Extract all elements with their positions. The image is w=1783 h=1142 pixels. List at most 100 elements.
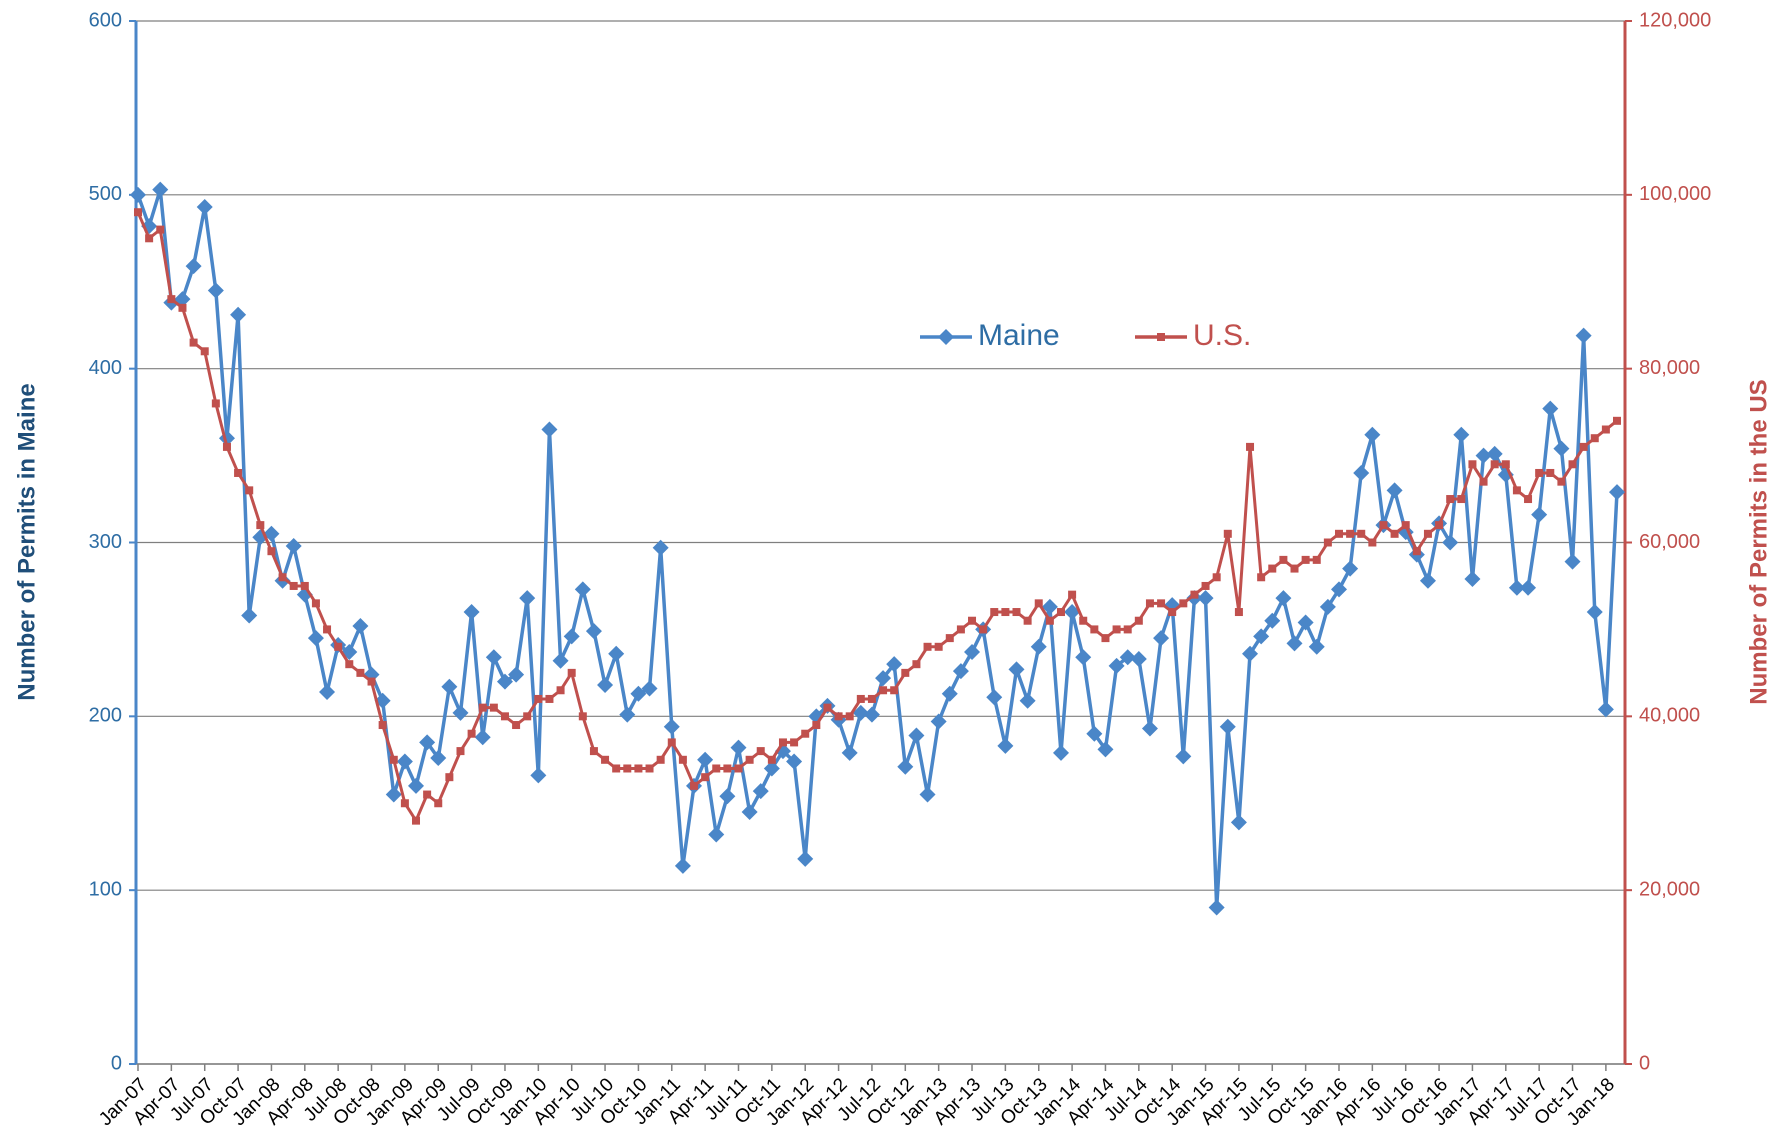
data-point	[663, 718, 680, 735]
data-point	[1153, 630, 1170, 647]
data-point	[1286, 635, 1303, 652]
data-point	[767, 755, 776, 764]
data-point	[1175, 748, 1192, 765]
data-point	[1412, 547, 1421, 556]
data-point	[897, 758, 914, 775]
data-point	[1134, 616, 1143, 625]
data-point	[879, 686, 888, 695]
data-point	[385, 786, 402, 803]
data-point	[890, 686, 899, 695]
data-point	[474, 729, 491, 746]
data-point	[723, 764, 732, 773]
y-tick-label: 200	[89, 705, 122, 727]
data-point	[489, 703, 498, 712]
data-point	[1045, 616, 1054, 625]
data-point	[196, 199, 213, 216]
data-point	[752, 783, 769, 800]
data-point	[1353, 464, 1370, 481]
data-point	[400, 799, 409, 808]
data-point	[267, 547, 276, 556]
data-point	[519, 590, 536, 607]
y-tick-label: 0	[111, 1052, 122, 1074]
data-point	[530, 767, 547, 784]
data-point	[1130, 650, 1147, 667]
data-point	[1464, 571, 1481, 588]
data-point	[1508, 579, 1525, 596]
data-point	[875, 670, 892, 687]
data-point	[1242, 645, 1259, 662]
legend-marker	[1157, 333, 1165, 341]
data-point	[319, 683, 336, 700]
data-point	[652, 539, 669, 556]
data-point	[1264, 612, 1281, 629]
data-point	[656, 755, 665, 764]
data-point	[1023, 616, 1032, 625]
data-point	[1108, 657, 1125, 674]
legend-marker	[938, 329, 954, 345]
data-point	[545, 694, 554, 703]
data-point	[1257, 573, 1266, 582]
data-point	[500, 712, 509, 721]
data-point	[452, 704, 469, 721]
data-point	[441, 678, 458, 695]
data-point	[1542, 400, 1559, 417]
y-axis-title: Number of Permits in Maine	[13, 383, 40, 700]
data-point	[130, 186, 146, 203]
data-point	[1201, 581, 1210, 590]
data-point	[1212, 573, 1221, 582]
data-point	[1435, 521, 1444, 530]
data-point	[1564, 553, 1581, 570]
y2-tick-label: 80,000	[1639, 357, 1700, 379]
data-point	[1490, 460, 1499, 469]
data-point	[1068, 590, 1077, 599]
data-point	[1524, 495, 1533, 504]
data-point	[856, 694, 865, 703]
data-point	[763, 760, 780, 777]
data-point	[463, 604, 480, 621]
data-point	[1308, 638, 1325, 655]
y2-tick-label: 100,000	[1639, 183, 1711, 205]
legend-label: Maine	[978, 319, 1060, 352]
data-point	[734, 764, 743, 773]
data-point	[667, 738, 676, 747]
data-point	[641, 680, 658, 697]
data-point	[1253, 628, 1270, 645]
data-point	[1234, 608, 1243, 617]
data-point	[930, 713, 947, 730]
y2-tick-label: 0	[1639, 1052, 1650, 1074]
data-point	[997, 737, 1014, 754]
data-point	[1442, 534, 1459, 551]
data-point	[956, 625, 965, 634]
data-point	[1535, 468, 1544, 477]
data-point	[485, 649, 502, 666]
data-point	[456, 747, 465, 756]
data-point	[1208, 899, 1225, 916]
data-point	[601, 755, 610, 764]
y2-axis-title: Number of Permits in the US	[1745, 379, 1772, 704]
data-point	[901, 668, 910, 677]
data-point	[1323, 538, 1332, 547]
data-point	[1275, 590, 1292, 607]
data-point	[334, 642, 343, 651]
data-point	[323, 625, 332, 634]
data-point	[1575, 327, 1592, 344]
data-point	[1386, 482, 1403, 499]
data-point	[979, 625, 988, 634]
data-point	[419, 734, 436, 751]
y-tick-label: 400	[89, 357, 122, 379]
data-point	[222, 442, 231, 451]
data-point	[697, 751, 714, 768]
data-point	[1546, 468, 1555, 477]
data-point	[1379, 521, 1388, 530]
data-point	[207, 282, 224, 299]
data-point	[134, 208, 142, 217]
data-point	[512, 721, 521, 730]
data-point	[1246, 442, 1255, 451]
data-point	[478, 703, 487, 712]
data-point	[741, 803, 758, 820]
data-point	[352, 617, 369, 634]
data-point	[952, 663, 969, 680]
data-point	[1357, 529, 1366, 538]
data-point	[945, 634, 954, 643]
